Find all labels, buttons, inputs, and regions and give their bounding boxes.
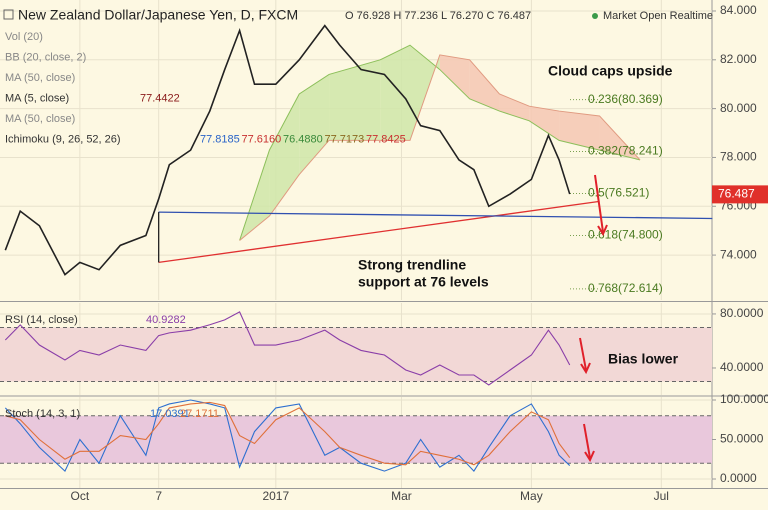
fib-label: 0.768(72.614) — [588, 281, 663, 295]
indicator-name: Ichimoku (9, 26, 52, 26) — [5, 133, 121, 145]
y-tick-label: 40.0000 — [720, 360, 764, 374]
cloud-line — [239, 44, 641, 241]
indicator-name: MA (50, close) — [5, 113, 75, 125]
last-price-label: 76.487 — [718, 187, 755, 201]
arrow — [583, 423, 591, 459]
trendline — [158, 200, 600, 264]
indicator-readout: 77.8185 — [200, 133, 240, 145]
indicator-name: BB (20, close, 2) — [5, 51, 86, 63]
arrow-head — [580, 362, 591, 375]
cloud-line — [239, 54, 641, 241]
plot-layer: 0.236(80.369) 0.382(78.241) 0.5(76.521) 0.6… — [0, 0, 716, 488]
indicator-name: Vol (20) — [5, 31, 43, 43]
cloud-segment — [329, 59, 381, 141]
series-line — [5, 401, 571, 466]
fib-label: 0.5(76.521) — [588, 186, 649, 200]
y-tick-label: 82.000 — [720, 52, 757, 66]
indicator-name: MA (50, close) — [5, 72, 75, 84]
panel-readout: 17.0391 — [150, 408, 190, 420]
status: Market Open Realtime — [603, 10, 713, 22]
status-dot — [592, 13, 598, 19]
series-line — [4, 24, 571, 276]
indicator-readout: 77.7173 — [325, 133, 365, 145]
arrow — [594, 174, 604, 233]
arrow-head — [597, 224, 608, 237]
chart-title: New Zealand Dollar/Japanese Yen, D, FXCM — [18, 7, 298, 23]
indicator-readout: 76.4880 — [283, 133, 323, 145]
band — [0, 415, 712, 464]
y-tick-label: 84.000 — [720, 3, 757, 17]
band — [0, 327, 712, 382]
series-line — [4, 311, 571, 386]
cloud-segment — [299, 74, 330, 175]
trendline — [158, 211, 713, 220]
cloud-segment — [439, 54, 470, 99]
indicator-readout: 77.8425 — [366, 133, 406, 145]
indicator-readout: 77.4422 — [140, 92, 180, 104]
annotation: support at 76 levels — [358, 274, 489, 290]
x-tick-label: 2017 — [262, 489, 289, 503]
annotation: Bias lower — [608, 351, 679, 367]
y-tick-label: 80.000 — [720, 101, 757, 115]
panel-title: Stoch (14, 3, 1) — [5, 408, 80, 420]
panel-readout: 40.9282 — [146, 314, 186, 326]
y-tick-label: 50.0000 — [720, 432, 764, 446]
y-tick-label: 78.000 — [720, 150, 757, 164]
y-tick-label: 0.0000 — [720, 471, 757, 485]
annotation: Strong trendline — [358, 257, 466, 273]
indicator-name: MA (5, close) — [5, 92, 69, 104]
y-tick-label: 100.0000 — [720, 392, 768, 406]
fib-label: 0.382(78.241) — [588, 144, 663, 158]
panel-title: RSI (14, close) — [5, 314, 78, 326]
x-tick-label: Mar — [391, 489, 412, 503]
cloud-segment — [559, 111, 600, 151]
fib-label: 0.618(74.800) — [588, 228, 663, 242]
cloud-segment — [469, 59, 500, 112]
y-tick-label: 80.0000 — [720, 306, 764, 320]
cloud-segment — [380, 45, 410, 141]
fib-label: 0.236(80.369) — [588, 92, 663, 106]
ohlc: O 76.928 H 77.236 L 76.270 C 76.487 — [345, 10, 531, 22]
collapse-icon[interactable] — [3, 9, 14, 20]
arrow-head — [584, 450, 595, 463]
last-price-box — [712, 185, 768, 204]
cloud-segment — [269, 93, 300, 217]
panel-readout: 27.1711 — [180, 408, 219, 420]
cloud-segment — [529, 106, 560, 141]
x-tick-label: Oct — [71, 489, 90, 503]
x-tick-label: 7 — [155, 489, 162, 503]
y-tick-label: 74.000 — [720, 247, 757, 261]
indicator-readout: 77.6160 — [242, 133, 282, 145]
x-tick-label: Jul — [654, 489, 669, 503]
cloud-segment — [499, 93, 530, 121]
series-line — [4, 399, 571, 473]
cloud-segment — [409, 45, 440, 141]
arrow — [579, 337, 587, 371]
annotation: Cloud caps upside — [548, 63, 673, 79]
x-tick-label: May — [520, 489, 543, 503]
